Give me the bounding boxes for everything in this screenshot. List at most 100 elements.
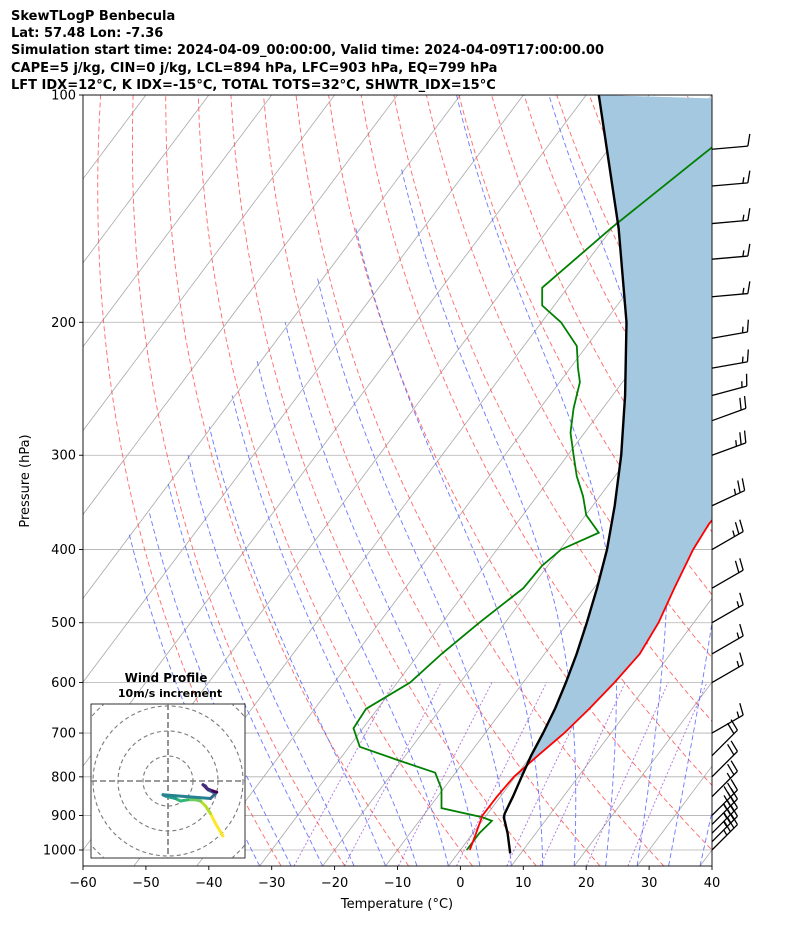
x-tick-label: −10: [384, 876, 411, 891]
chart-title: SkewTLogP Benbecula: [11, 9, 176, 24]
moist-adiabat: [456, 95, 617, 866]
hodograph-trace: [161, 793, 212, 800]
hodograph-subtitle: 10m/s increment: [118, 687, 222, 700]
mixing-ratio-line: [343, 682, 442, 866]
isotherm-line: [322, 346, 712, 866]
convective-parameters: CAPE=5 j/kg, CIN=0 j/kg, LCL=894 hPa, LF…: [11, 60, 498, 76]
hodograph-trace: [209, 812, 217, 825]
dry-adiabat: [785, 95, 794, 866]
dry-adiabat: [458, 95, 712, 596]
y-tick-label: 100: [51, 89, 76, 104]
dewpoint-line: [352, 146, 712, 851]
y-axis-label: Pressure (hPa): [18, 434, 33, 527]
temperature-line: [468, 519, 712, 851]
dry-adiabat: [393, 95, 712, 722]
dry-adiabat: [230, 95, 537, 866]
wind-barb: [711, 558, 744, 589]
wind-barb: [711, 592, 744, 624]
wind-barb: [711, 478, 746, 507]
mixing-ratio-line: [293, 682, 394, 866]
moist-adiabat: [256, 360, 449, 866]
stability-indices: LFT IDX=12°C, K IDX=-15°C, TOTAL TOTS=32…: [11, 77, 496, 93]
isotherm-line: [259, 262, 712, 866]
moist-adiabat: [355, 227, 544, 866]
mixing-ratio-line: [585, 682, 669, 866]
simulation-times: Simulation start time: 2024-04-09_00:00:…: [11, 43, 604, 59]
x-tick-label: 10: [515, 876, 532, 891]
cape-fill-layer: [514, 95, 712, 777]
y-tick-label: 300: [51, 449, 76, 464]
dry-adiabat: [752, 95, 794, 866]
y-tick-label: 700: [51, 727, 76, 742]
dry-adiabat: [263, 95, 601, 866]
chart-header: SkewTLogP Benbecula Lat: 57.48 Lon: -7.3…: [11, 8, 604, 94]
mixing-ratio-line: [627, 682, 708, 866]
wind-barb: [711, 519, 744, 551]
x-tick-label: −20: [321, 876, 348, 891]
wind-barb: [711, 702, 744, 734]
wind-barb: [711, 373, 748, 397]
y-tick-label: 400: [51, 543, 76, 558]
wind-barb: [711, 349, 749, 369]
x-tick-label: 40: [704, 876, 721, 891]
profile-lines: [352, 95, 712, 854]
wind-barb: [711, 430, 747, 456]
isotherm-line: [510, 597, 712, 866]
wind-barb: [711, 740, 739, 778]
isotherm-line: [763, 95, 794, 866]
x-tick-label: 30: [641, 876, 658, 891]
dry-adiabat: [295, 95, 665, 866]
wind-barb: [711, 208, 751, 225]
hodograph-title: Wind Profile: [125, 671, 208, 685]
y-tick-label: 800: [51, 770, 76, 785]
isotherm-line: [83, 95, 461, 600]
wind-barb: [711, 133, 751, 150]
y-tick-label: 1000: [43, 844, 76, 859]
x-tick-label: −50: [132, 876, 159, 891]
wind-barb: [711, 170, 751, 187]
isotherm-line: [83, 95, 335, 432]
hodograph-trace: [211, 789, 219, 794]
wind-barb: [711, 760, 739, 798]
moist-adiabat: [400, 168, 577, 866]
wind-barb: [711, 623, 744, 655]
y-tick-label: 500: [51, 616, 76, 631]
wind-barb: [711, 652, 744, 684]
y-tick-label: 900: [51, 809, 76, 824]
isotherm-line: [83, 95, 273, 348]
dry-adiabat: [197, 95, 473, 866]
moist-adiabat: [284, 322, 481, 866]
dry-adiabat: [131, 95, 346, 866]
isotherm-line: [83, 95, 84, 96]
dry-adiabat: [328, 95, 712, 851]
y-tick-label: 600: [51, 676, 76, 691]
hodograph-trace: [214, 822, 225, 838]
mixing-ratio-line: [397, 682, 493, 866]
x-tick-label: 20: [578, 876, 595, 891]
cape-area: [514, 95, 712, 777]
hodograph-inset: Wind Profile 10m/s increment: [90, 671, 246, 859]
moist-adiabat: [699, 810, 712, 866]
dry-adiabat: [97, 95, 282, 866]
x-axis-label: Temperature (°C): [340, 897, 453, 912]
wind-barb: [711, 319, 749, 339]
dry-adiabat: [425, 95, 712, 659]
wind-barb: [711, 395, 747, 422]
isotherm-line: [83, 95, 524, 683]
x-tick-label: 0: [456, 876, 464, 891]
x-tick-label: −30: [258, 876, 285, 891]
wind-barbs: [711, 133, 751, 851]
mixing-ratio-line: [456, 682, 548, 866]
wind-barb: [711, 243, 751, 260]
moist-adiabat: [231, 395, 418, 866]
y-tick-label: 200: [51, 316, 76, 331]
isotherm-line: [699, 849, 712, 866]
wind-barb: [711, 779, 739, 816]
isotherm-line: [83, 95, 210, 264]
isotherm-line: [573, 681, 712, 866]
parcel-profile-line: [502, 95, 628, 854]
isotherm-line: [83, 95, 398, 516]
x-tick-label: −60: [69, 876, 96, 891]
